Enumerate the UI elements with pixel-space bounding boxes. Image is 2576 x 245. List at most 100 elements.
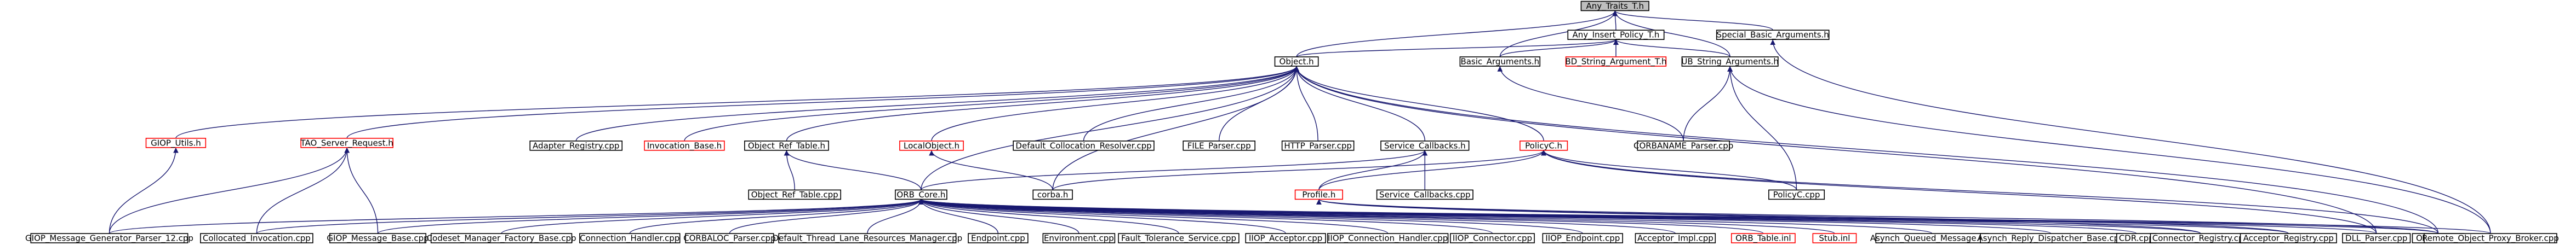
node-box <box>2424 233 2557 243</box>
node-default-collocation[interactable]: Default_Collocation_Resolver.cpp <box>1013 141 1155 151</box>
node-codeset-manager[interactable]: Codeset_Manager_Factory_Base.cpp <box>427 233 576 244</box>
edge-special-basic-args-to-any-traits <box>1612 10 1773 31</box>
node-box <box>685 233 774 243</box>
node-box <box>1294 189 1343 200</box>
node-box <box>1118 233 1240 243</box>
edge-object-h-to-any-insert-policy <box>1296 39 1619 57</box>
node-iiop-connector[interactable]: IIOP_Connector.cpp <box>1450 233 1535 244</box>
node-box <box>748 189 841 200</box>
node-asynch-reply[interactable]: Asynch_Reply_Dispatcher_Base.cpp <box>1978 233 2124 244</box>
edge-policyc-cpp-to-ub-string-args <box>1727 66 1797 190</box>
edge-ub-string-args-to-any-traits <box>1612 10 1730 57</box>
node-acceptor-impl[interactable]: Acceptor_Impl.cpp <box>1635 233 1716 244</box>
node-label: HTTP_Parser.cpp <box>1284 141 1352 151</box>
node-connection-handler[interactable]: Connection_Handler.cpp <box>579 233 681 244</box>
node-orb-table-inl[interactable]: ORB_Table.inl <box>1730 233 1796 244</box>
edge-iiop-conn-handler-to-orb-core-h <box>918 199 1389 234</box>
node-box <box>430 233 573 243</box>
node-box <box>1730 233 1796 243</box>
node-label: IIOP_Endpoint.cpp <box>1545 234 1620 244</box>
edge-http-parser-to-object-h <box>1294 66 1318 141</box>
node-stub-inl[interactable]: Stub.inl <box>1812 233 1857 243</box>
node-adapter-registry[interactable]: Adapter_Registry.cpp <box>529 141 623 151</box>
edge-orb-core-h-to-object-ref-table-h <box>784 150 922 190</box>
node-object-h[interactable]: Object.h <box>1274 56 1319 67</box>
node-label: GIOP_Message_Generator_Parser_12.cpp <box>25 234 193 244</box>
node-box <box>2240 233 2337 243</box>
node-collocated-invocation[interactable]: Collocated_Invocation.cpp <box>200 233 313 244</box>
node-box <box>529 141 623 151</box>
node-endpoint[interactable]: Endpoint.cpp <box>968 233 1029 243</box>
node-profile-h[interactable]: Profile.h <box>1294 189 1343 200</box>
node-box <box>1681 56 1779 67</box>
node-tao-server-request[interactable]: TAO_Server_Request.h <box>300 138 393 148</box>
node-orb-core-h[interactable]: ORB_Core.h <box>895 189 947 200</box>
node-special-basic-args[interactable]: Special_Basic_Arguments.h <box>1716 30 1830 40</box>
node-label: CORBALOC_Parser.cpp <box>683 234 775 244</box>
node-http-parser[interactable]: HTTP_Parser.cpp <box>1281 141 1355 151</box>
node-connector-registry[interactable]: Connector_Registry.cpp <box>2150 233 2251 244</box>
node-label: BD_String_Argument_T.h <box>1565 56 1666 67</box>
node-iiop-endpoint[interactable]: IIOP_Endpoint.cpp <box>1542 233 1623 244</box>
edge-basic-args-to-any-traits <box>1499 10 1618 57</box>
node-label: IIOP_Connection_Handler.cpp <box>1328 234 1448 244</box>
edge-dll-parser-to-policyc-h <box>1541 150 2377 234</box>
node-corba-h[interactable]: corba.h <box>1032 189 1073 200</box>
node-iiop-acceptor[interactable]: IIOP_Acceptor.cpp <box>1245 233 1326 244</box>
node-cdr-cpp[interactable]: CDR.cpp <box>2116 233 2157 243</box>
node-corbaloc-parser[interactable]: CORBALOC_Parser.cpp <box>683 233 776 244</box>
edge-giop-msg-gen-parser-to-tao-server-request <box>108 147 350 234</box>
edge-invocation-base-to-object-h <box>684 66 1299 141</box>
node-box <box>1380 141 1470 151</box>
node-service-callbacks-cpp[interactable]: Service_Callbacks.cpp <box>1376 189 1473 200</box>
node-policyc-h[interactable]: PolicyC.h <box>1520 141 1568 151</box>
edge-object-ref-table-h-to-object-h <box>786 66 1299 141</box>
node-label: Collocated_Invocation.cpp <box>203 234 311 244</box>
node-box <box>200 233 313 243</box>
node-object-ref-table-h[interactable]: Object_Ref_Table.h <box>744 141 829 151</box>
node-label: Object_Ref_Table.cpp <box>751 190 838 200</box>
edge-corbaname-parser-to-basic-args <box>1497 66 1684 141</box>
node-box <box>1245 233 1326 243</box>
node-bd-string-arg[interactable]: BD_String_Argument_T.h <box>1565 56 1667 67</box>
edge-corbaname-parser-to-ub-string-args <box>1683 66 1733 141</box>
node-remote-object-proxy[interactable]: Remote_Object_Proxy_Broker.cpp <box>2422 233 2559 244</box>
node-default-thread-lane[interactable]: Default_Thread_Lane_Resources_Manager.cp… <box>773 233 963 244</box>
node-giop-message-base[interactable]: GIOP_Message_Base.cpp <box>327 233 429 244</box>
node-invocation-base[interactable]: Invocation_Base.h <box>644 141 725 151</box>
node-basic-args[interactable]: Basic_Arguments.h <box>1459 56 1541 67</box>
node-label: PolicyC.h <box>1525 141 1562 150</box>
node-any-traits[interactable]: Any_Traits_T.h <box>1580 1 1649 11</box>
edge-iiop-connector-to-orb-core-h <box>918 199 1493 234</box>
node-ub-string-args[interactable]: UB_String_Arguments.h <box>1681 56 1779 67</box>
node-file-parser[interactable]: FILE_Parser.cpp <box>1183 141 1256 151</box>
node-box <box>1376 189 1473 200</box>
edge-tao-server-request-to-object-h <box>346 66 1299 139</box>
node-label: LocalObject.h <box>904 141 959 150</box>
node-giop-utils[interactable]: GIOP_Utils.h <box>145 138 207 148</box>
node-local-object[interactable]: LocalObject.h <box>899 141 964 151</box>
node-acceptor-registry[interactable]: Acceptor_Registry.cpp <box>2240 233 2337 244</box>
node-asynch-queued[interactable]: Asynch_Queued_Message.cpp <box>1870 233 1994 244</box>
node-environment[interactable]: Environment.cpp <box>1042 233 1116 243</box>
node-label: Any_Insert_Policy_T.h <box>1572 30 1659 40</box>
node-box <box>1716 30 1830 40</box>
node-object-ref-table-cpp[interactable]: Object_Ref_Table.cpp <box>748 189 841 200</box>
node-giop-msg-gen-parser[interactable]: GIOP_Message_Generator_Parser_12.cpp <box>25 233 193 244</box>
node-iiop-conn-handler[interactable]: IIOP_Connection_Handler.cpp <box>1327 233 1449 244</box>
edges-layer <box>108 10 2491 234</box>
node-any-insert-policy[interactable]: Any_Insert_Policy_T.h <box>1567 30 1665 40</box>
node-policyc-cpp[interactable]: PolicyC.cpp <box>1768 189 1825 200</box>
edge-remote-object-proxy-to-orb-core-h <box>918 199 2491 234</box>
edge-codeset-manager-to-orb-core-h <box>501 199 924 234</box>
node-corbaname-parser[interactable]: CORBANAME_Parser.cpp <box>1633 141 1733 151</box>
edge-policyc-cpp-to-policyc-h <box>1541 150 1797 190</box>
node-dll-parser[interactable]: DLL_Parser.cpp <box>2342 233 2411 244</box>
node-box <box>1013 141 1155 151</box>
node-service-callbacks-h[interactable]: Service_Callbacks.h <box>1380 141 1470 151</box>
node-fault-tolerance[interactable]: Fault_Tolerance_Service.cpp <box>1118 233 1240 244</box>
node-label: IIOP_Acceptor.cpp <box>1249 234 1322 244</box>
edge-object-cpp-to-profile-h <box>1316 199 2439 234</box>
node-box <box>1281 141 1355 151</box>
node-label: corba.h <box>1037 190 1069 200</box>
